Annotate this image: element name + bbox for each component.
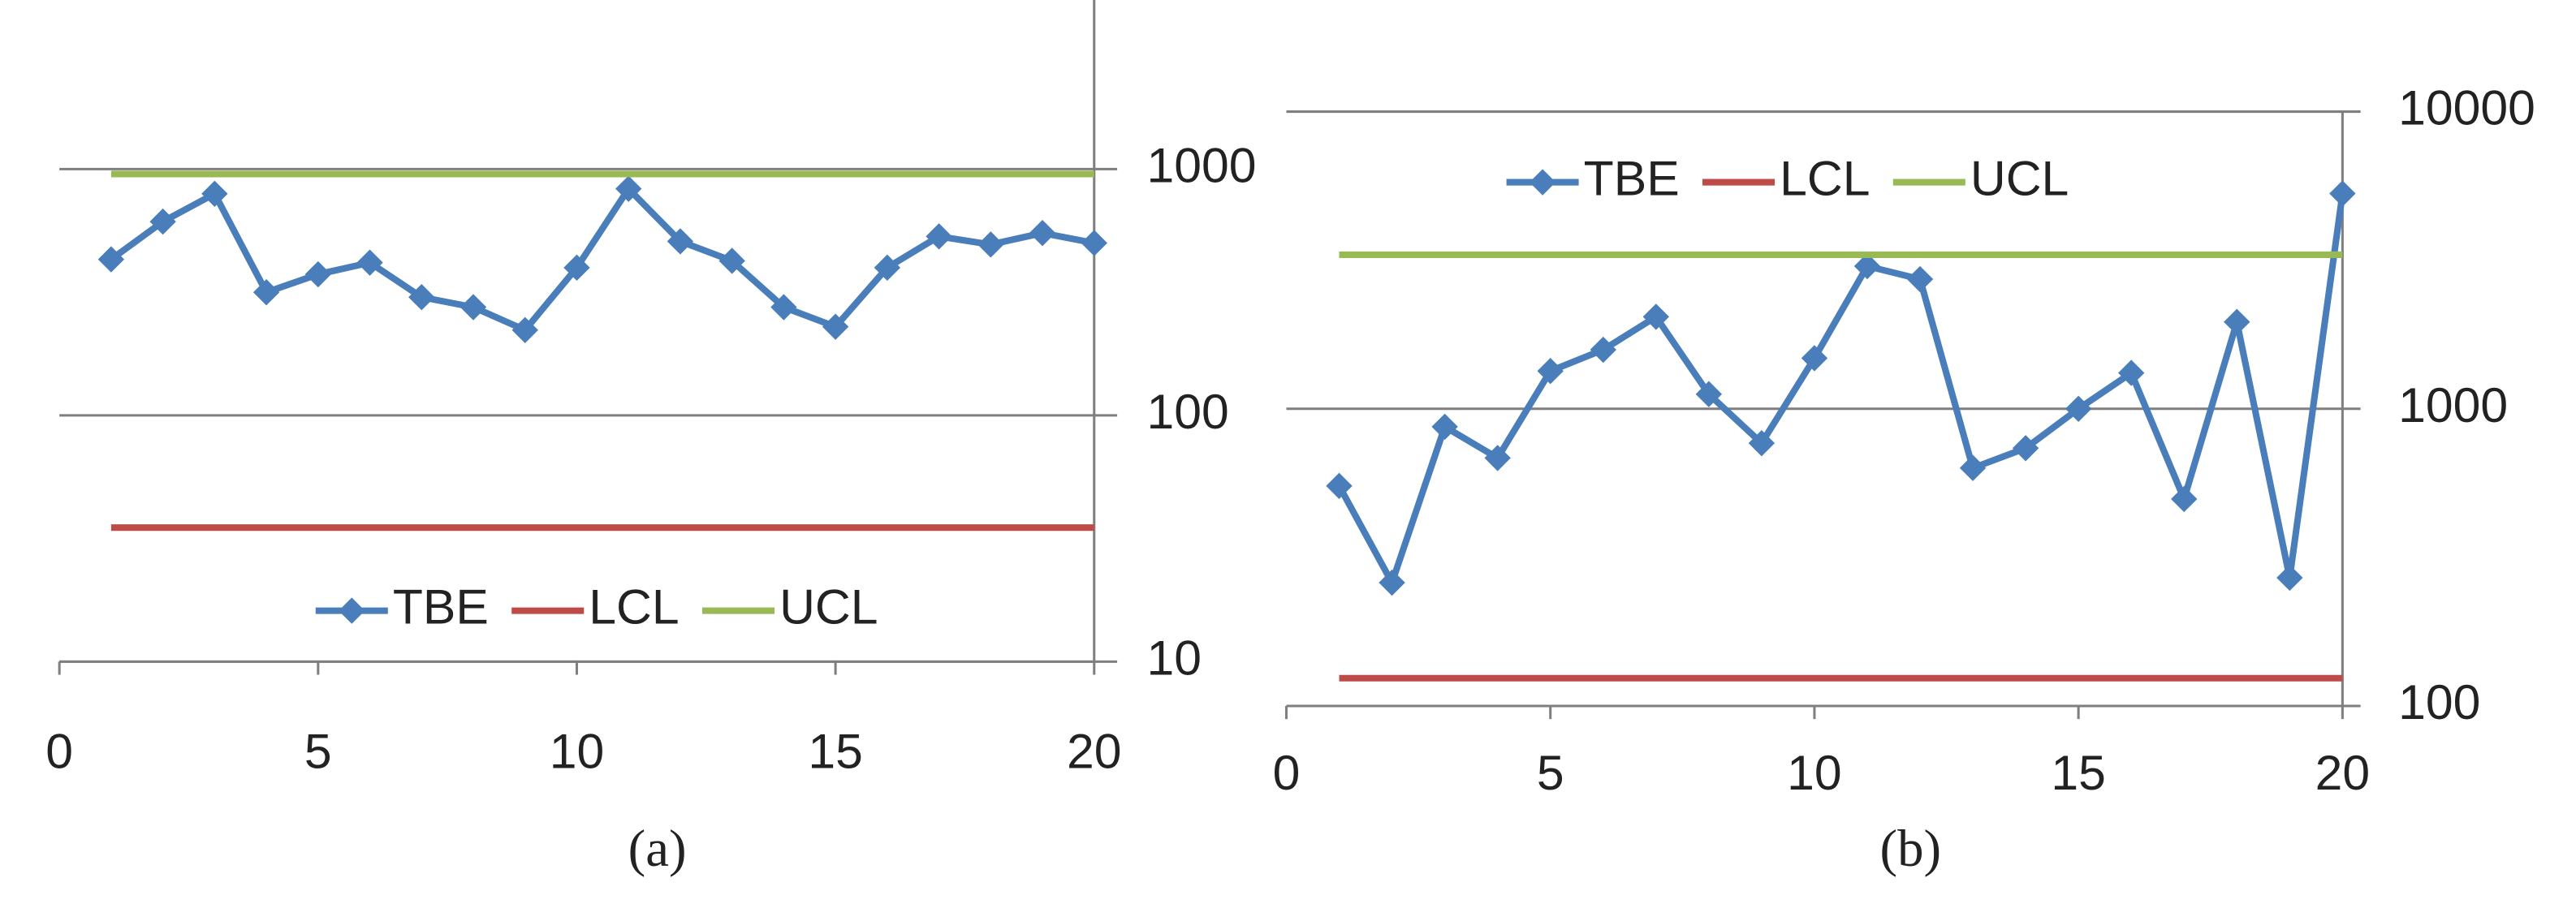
x-tick-label: 5: [304, 724, 332, 779]
caption: (a): [628, 820, 687, 878]
data-point: [2012, 435, 2039, 462]
data-point: [511, 316, 538, 343]
data-point: [1326, 472, 1353, 500]
data-point: [356, 249, 383, 276]
data-point: [2276, 564, 2303, 592]
y-tick-label: 10: [1147, 630, 1202, 685]
x-tick-label: 15: [808, 724, 863, 779]
data-point: [2065, 395, 2092, 422]
data-point: [97, 246, 125, 273]
y-tick-label: 1000: [2398, 377, 2508, 433]
legend-label: UCL: [1970, 151, 2069, 206]
y-tick-label: 1000: [1147, 137, 1257, 192]
series-line: [109, 185, 1095, 334]
data-point: [926, 223, 952, 250]
legend-label: LCL: [589, 579, 679, 635]
data-point: [1029, 219, 1056, 247]
data-point: [1484, 445, 1511, 471]
data-point: [1801, 345, 1828, 372]
x-tick-label: 0: [45, 724, 73, 779]
data-point: [2118, 359, 2145, 386]
data-point: [2329, 180, 2356, 207]
data-point: [2224, 308, 2250, 335]
x-tick-label: 0: [1273, 745, 1301, 800]
data-point: [977, 231, 1004, 258]
legend-label: LCL: [1780, 151, 1870, 206]
x-tick-label: 10: [550, 724, 605, 779]
data-point: [770, 294, 797, 321]
data-point: [615, 175, 642, 202]
data-point: [1537, 358, 1564, 385]
y-tick-label: 100: [1147, 384, 1229, 439]
data-point: [201, 180, 228, 207]
data-point: [718, 247, 745, 274]
data-point: [874, 254, 901, 281]
data-point: [1081, 230, 1107, 256]
data-point: [1748, 429, 1776, 457]
x-tick-label: 20: [1067, 724, 1122, 779]
data-point: [1959, 454, 1987, 481]
y-tick-label: 100: [2398, 674, 2480, 729]
data-point: [149, 208, 176, 235]
legend-label: TBE: [393, 579, 489, 635]
x-tick-label: 5: [1537, 745, 1564, 800]
legend-marker: [1529, 169, 1556, 196]
data-point: [304, 260, 332, 288]
x-tick-label: 10: [1787, 745, 1842, 800]
data-point: [667, 228, 694, 255]
data-point: [1379, 569, 1405, 596]
data-point: [1431, 413, 1458, 441]
series-line: [1335, 192, 2346, 587]
legend-label: TBE: [1584, 151, 1680, 206]
data-point: [1906, 265, 1934, 293]
x-tick-label: 20: [2315, 745, 2371, 800]
x-tick-label: 15: [2051, 745, 2106, 800]
legend-label: UCL: [779, 579, 878, 635]
data-point: [1853, 252, 1881, 280]
caption: (b): [1880, 820, 1941, 878]
data-point: [460, 294, 487, 321]
y-tick-label: 10000: [2398, 80, 2535, 136]
legend-marker: [339, 597, 365, 624]
data-point: [563, 254, 590, 281]
data-point: [252, 279, 280, 306]
data-point: [2171, 485, 2198, 513]
data-point: [1695, 381, 1723, 407]
